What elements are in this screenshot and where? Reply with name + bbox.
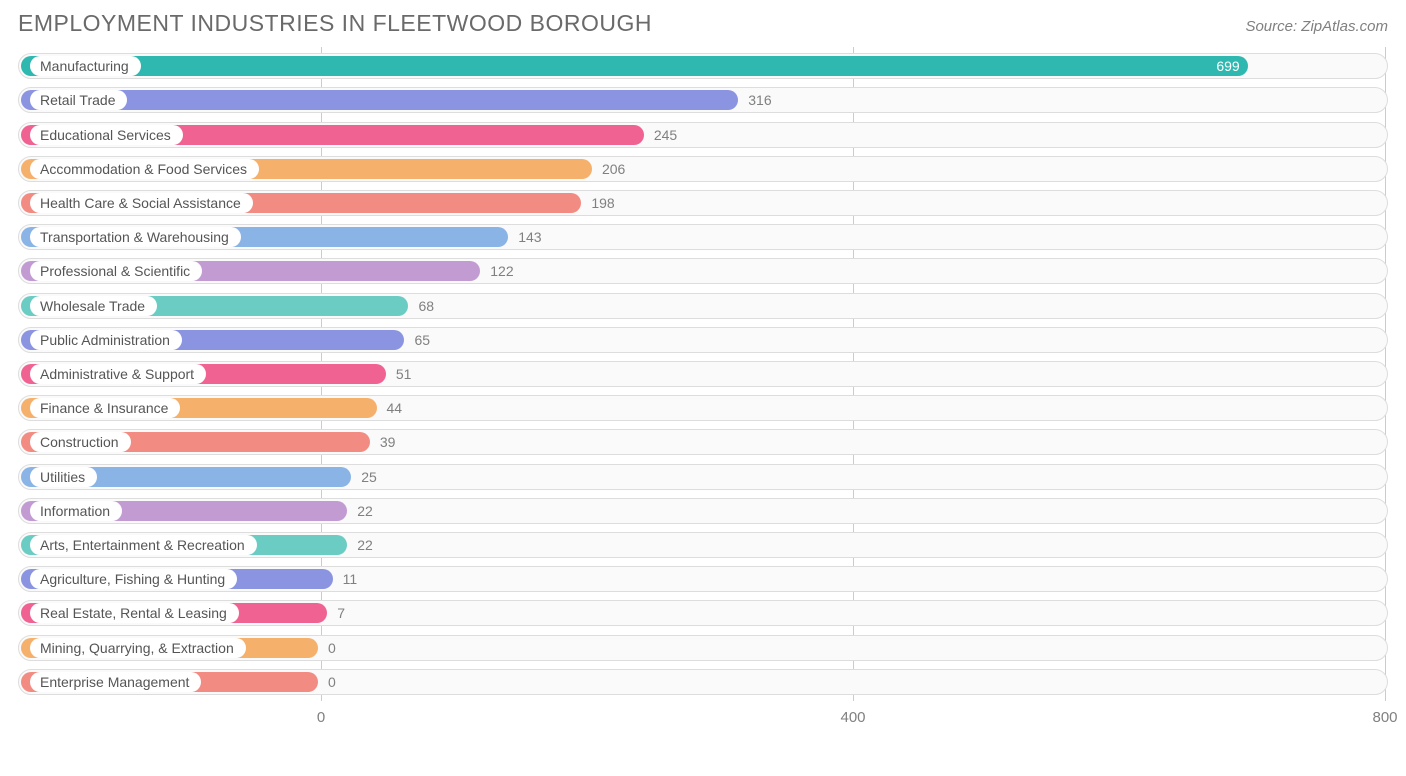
bar-category-pill: Information	[30, 501, 122, 521]
bar-category-pill: Administrative & Support	[30, 364, 206, 384]
bar-category-pill: Construction	[30, 432, 131, 452]
bar-category-pill: Arts, Entertainment & Recreation	[30, 535, 257, 555]
bar-category-pill: Finance & Insurance	[30, 398, 180, 418]
bar-row: Educational Services 245	[18, 122, 1388, 148]
bar-row: Professional & Scientific 122	[18, 258, 1388, 284]
bar-row: Administrative & Support 51	[18, 361, 1388, 387]
bar-value-label: 68	[418, 296, 434, 316]
bar-value-label: 7	[337, 603, 345, 623]
chart-source: Source: ZipAtlas.com	[1245, 18, 1388, 35]
bar-value-label: 122	[490, 261, 513, 281]
bar-category-pill: Professional & Scientific	[30, 261, 202, 281]
bar-category-pill: Accommodation & Food Services	[30, 159, 259, 179]
bar-value-label: 245	[654, 125, 677, 145]
chart-area: Manufacturing 699 Retail Trade 316 Education…	[18, 47, 1388, 735]
bar-category-pill: Health Care & Social Assistance	[30, 193, 253, 213]
bar-value-label: 39	[380, 432, 396, 452]
bar-row: Retail Trade 316	[18, 87, 1388, 113]
axis-tick: 800	[1372, 709, 1397, 726]
bar-row: Transportation & Warehousing 143	[18, 224, 1388, 250]
bar-value-label: 699	[1216, 56, 1239, 76]
bar-row: Enterprise Management 0	[18, 669, 1388, 695]
bar-value-label: 25	[361, 467, 377, 487]
bar-value-label: 22	[357, 501, 373, 521]
axis-tick: 400	[840, 709, 865, 726]
bar-row: Wholesale Trade 68	[18, 293, 1388, 319]
bar-value-label: 44	[387, 398, 403, 418]
bar-category-pill: Enterprise Management	[30, 672, 201, 692]
bar-category-pill: Retail Trade	[30, 90, 127, 110]
bar-category-pill: Public Administration	[30, 330, 182, 350]
bar-category-pill: Agriculture, Fishing & Hunting	[30, 569, 237, 589]
bar-row: Mining, Quarrying, & Extraction 0	[18, 635, 1388, 661]
bar-category-pill: Real Estate, Rental & Leasing	[30, 603, 239, 623]
bar-category-pill: Mining, Quarrying, & Extraction	[30, 638, 246, 658]
bar-row: Information 22	[18, 498, 1388, 524]
bar-row: Public Administration 65	[18, 327, 1388, 353]
bars-container: Manufacturing 699 Retail Trade 316 Education…	[18, 47, 1388, 701]
axis-tick: 0	[317, 709, 325, 726]
bar-row: Arts, Entertainment & Recreation 22	[18, 532, 1388, 558]
bar-category-pill: Transportation & Warehousing	[30, 227, 241, 247]
bar-row: Construction 39	[18, 429, 1388, 455]
bar-value-label: 316	[748, 90, 771, 110]
bar-category-pill: Educational Services	[30, 125, 183, 145]
bar-row: Real Estate, Rental & Leasing 7	[18, 600, 1388, 626]
bar-fill	[21, 90, 738, 110]
bar-value-label: 198	[591, 193, 614, 213]
bar-value-label: 0	[328, 672, 336, 692]
bar-value-label: 0	[328, 638, 336, 658]
bar-value-label: 22	[357, 535, 373, 555]
bar-row: Utilities 25	[18, 464, 1388, 490]
chart-header: EMPLOYMENT INDUSTRIES IN FLEETWOOD BOROU…	[0, 0, 1406, 43]
bar-row: Manufacturing 699	[18, 53, 1388, 79]
bar-value-label: 143	[518, 227, 541, 247]
bar-fill	[21, 56, 1248, 76]
bar-category-pill: Manufacturing	[30, 56, 141, 76]
chart-title: EMPLOYMENT INDUSTRIES IN FLEETWOOD BOROU…	[18, 10, 652, 37]
bar-value-label: 206	[602, 159, 625, 179]
bar-value-label: 51	[396, 364, 412, 384]
bar-row: Finance & Insurance 44	[18, 395, 1388, 421]
bar-row: Health Care & Social Assistance 198	[18, 190, 1388, 216]
bar-row: Agriculture, Fishing & Hunting 11	[18, 566, 1388, 592]
x-axis: 0400800	[18, 701, 1388, 735]
bar-category-pill: Wholesale Trade	[30, 296, 157, 316]
bar-value-label: 11	[343, 569, 358, 589]
bar-category-pill: Utilities	[30, 467, 97, 487]
bar-row: Accommodation & Food Services 206	[18, 156, 1388, 182]
bar-value-label: 65	[414, 330, 430, 350]
